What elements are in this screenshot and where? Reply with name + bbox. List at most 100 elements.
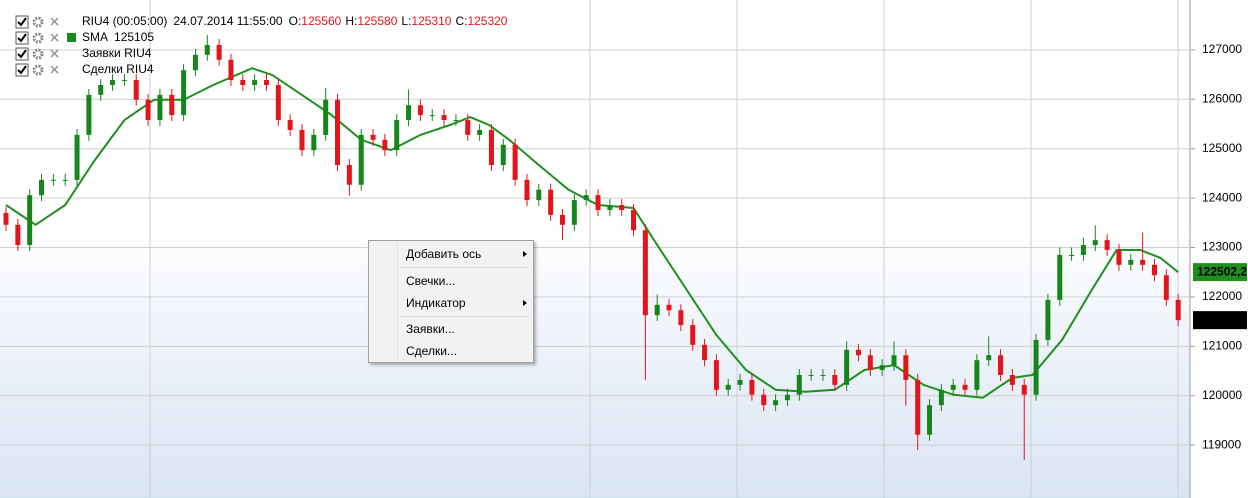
candle-body <box>110 80 116 85</box>
candle-body <box>1163 275 1169 300</box>
datetime: 24.07.2014 11:55:00 <box>173 14 283 28</box>
candle-body <box>938 389 944 406</box>
gear <box>32 64 44 76</box>
candle-body <box>832 374 838 385</box>
candle-body <box>773 400 779 406</box>
candle-body <box>784 394 790 401</box>
price-last-label: 121530 <box>1197 312 1237 326</box>
candle-body <box>974 360 980 390</box>
menu-item[interactable]: Индикатор <box>406 293 527 313</box>
candle-body <box>417 105 423 116</box>
ohlc-key: H: <box>345 14 357 28</box>
candle-body <box>619 205 625 210</box>
y-tick-label: 121000 <box>1202 338 1242 352</box>
menu-item[interactable]: Добавить ось <box>406 244 527 264</box>
candle-body <box>1175 299 1181 321</box>
candle-body <box>559 214 565 225</box>
y-tick-label: 124000 <box>1202 190 1242 204</box>
candle-body <box>927 405 933 435</box>
candle-body <box>725 384 731 390</box>
candle-body <box>1128 259 1134 265</box>
candle-body <box>370 134 376 140</box>
candle-body <box>583 195 589 201</box>
y-tick-label: 119000 <box>1202 437 1241 451</box>
candle-body <box>524 179 530 201</box>
menu-label: Свечки... <box>406 274 456 288</box>
candle-body <box>1009 374 1015 385</box>
candle-body <box>346 165 352 185</box>
candle-body <box>1104 240 1110 250</box>
candle-body <box>962 384 968 390</box>
close <box>50 65 59 74</box>
menu-item[interactable]: Заявки... <box>406 319 527 339</box>
candle-body <box>666 304 672 311</box>
legend-row: RIU4 (00:05:00) 24.07.2014 11:55:00 O:1255… <box>82 14 508 28</box>
close <box>50 49 59 58</box>
candle-body <box>642 230 648 316</box>
candle-body <box>607 205 613 210</box>
candle-body <box>749 379 755 395</box>
sma-value: 125105 <box>114 30 154 44</box>
candle-body <box>820 374 826 376</box>
gear <box>32 16 44 28</box>
candle-body <box>1021 384 1027 395</box>
candle-body <box>263 80 269 85</box>
candle-body <box>690 325 696 345</box>
sma-last-box <box>1193 263 1247 282</box>
candle-body <box>631 209 637 231</box>
candle-body <box>335 99 341 166</box>
candle-body <box>761 394 767 406</box>
sma-swatch <box>67 33 76 42</box>
vertical-grid <box>149 0 1179 498</box>
candle-body <box>891 355 897 366</box>
candle-body <box>252 80 258 85</box>
candle-body <box>844 349 850 385</box>
sma-last-label: 122502,2 <box>1197 264 1247 278</box>
ohlc-key: C: <box>455 14 467 28</box>
candle-body <box>595 195 601 210</box>
ohlc-value: 125320 <box>467 14 507 28</box>
candle-body <box>796 374 802 395</box>
candle-body <box>808 374 814 376</box>
candle-body <box>1151 264 1157 276</box>
y-tick-label: 125000 <box>1202 141 1242 155</box>
candle-body <box>86 94 92 135</box>
candle-body <box>512 144 518 180</box>
candle-body <box>1140 259 1146 265</box>
context-menu: Добавить ось Свечки... Индикатор Заявки.… <box>368 240 534 363</box>
candle-body <box>169 94 175 116</box>
candle-body <box>855 349 861 356</box>
candle-body <box>903 355 909 380</box>
candle-body <box>145 99 151 121</box>
candle-body <box>275 84 281 121</box>
candle-body <box>548 189 554 215</box>
candle-body <box>500 144 506 166</box>
legend-row: SMA 125105 <box>82 30 154 44</box>
submenu-arrow <box>523 300 527 306</box>
ohlc-value: 125560 <box>301 14 341 28</box>
candle-body <box>465 120 471 135</box>
candle-body <box>654 304 660 316</box>
candle-body <box>477 129 483 135</box>
separator <box>400 267 529 268</box>
candle-body <box>986 355 992 361</box>
menu-item[interactable]: Свечки... <box>406 271 527 291</box>
candle-body <box>1045 299 1051 340</box>
gear <box>32 48 44 60</box>
candle-body <box>571 200 577 225</box>
candle-body <box>713 360 719 390</box>
menu-label: Индикатор <box>406 296 466 310</box>
candle-body <box>98 84 104 95</box>
y-tick-label: 127000 <box>1202 42 1242 56</box>
candle-body <box>240 80 246 85</box>
check <box>17 33 27 43</box>
menu-item[interactable]: Сделки... <box>406 341 527 361</box>
menu-label: Добавить ось <box>406 247 482 261</box>
candle-body <box>74 134 80 180</box>
candle-body <box>879 365 885 371</box>
candle-body <box>915 379 921 435</box>
check <box>17 17 27 27</box>
candle-body <box>181 70 187 116</box>
candle-body <box>3 212 9 225</box>
